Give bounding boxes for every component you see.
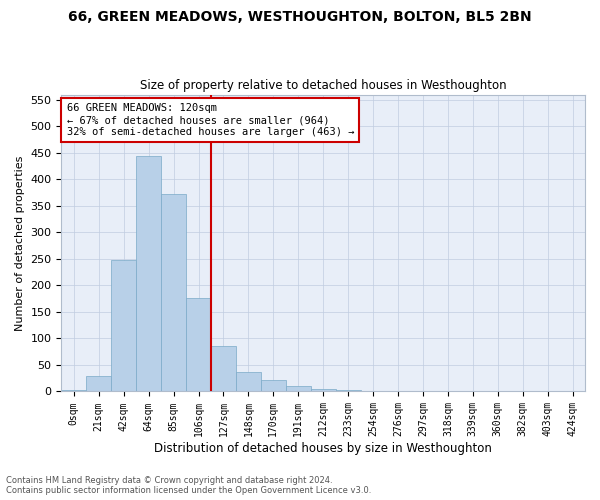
Bar [311, 389, 335, 392]
Bar [261, 380, 286, 392]
Title: Size of property relative to detached houses in Westhoughton: Size of property relative to detached ho… [140, 79, 506, 92]
Bar [136, 156, 161, 392]
Bar [111, 260, 136, 392]
Bar [361, 391, 386, 392]
X-axis label: Distribution of detached houses by size in Westhoughton: Distribution of detached houses by size … [154, 442, 492, 455]
Bar [211, 346, 236, 392]
Bar [236, 372, 261, 392]
Bar [61, 390, 86, 392]
Text: Contains HM Land Registry data © Crown copyright and database right 2024.
Contai: Contains HM Land Registry data © Crown c… [6, 476, 371, 495]
Text: 66 GREEN MEADOWS: 120sqm
← 67% of detached houses are smaller (964)
32% of semi-: 66 GREEN MEADOWS: 120sqm ← 67% of detach… [67, 104, 354, 136]
Y-axis label: Number of detached properties: Number of detached properties [15, 156, 25, 330]
Text: 66, GREEN MEADOWS, WESTHOUGHTON, BOLTON, BL5 2BN: 66, GREEN MEADOWS, WESTHOUGHTON, BOLTON,… [68, 10, 532, 24]
Bar [86, 376, 111, 392]
Bar [436, 391, 460, 392]
Bar [161, 194, 186, 392]
Bar [335, 390, 361, 392]
Bar [186, 298, 211, 392]
Bar [286, 386, 311, 392]
Bar [510, 391, 535, 392]
